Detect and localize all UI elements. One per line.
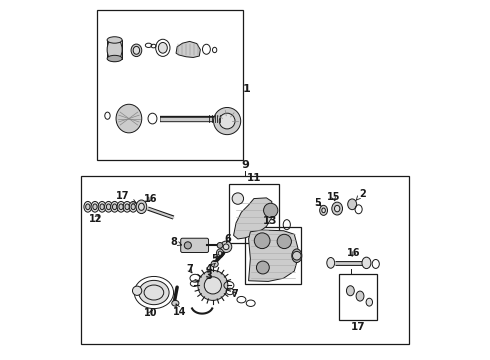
Circle shape	[217, 243, 223, 248]
Text: 5: 5	[211, 254, 218, 264]
Bar	[339, 274, 377, 320]
Ellipse shape	[116, 104, 142, 133]
Text: 9: 9	[241, 159, 249, 170]
Text: 2: 2	[356, 189, 366, 201]
Circle shape	[223, 244, 229, 249]
Bar	[229, 184, 279, 243]
Circle shape	[220, 241, 232, 252]
Ellipse shape	[125, 204, 129, 210]
Ellipse shape	[119, 204, 123, 210]
Ellipse shape	[322, 208, 325, 213]
Text: 15: 15	[327, 192, 341, 202]
Ellipse shape	[332, 202, 343, 215]
Polygon shape	[248, 230, 298, 282]
Polygon shape	[234, 198, 272, 239]
Ellipse shape	[86, 204, 90, 210]
Text: 16: 16	[347, 248, 360, 258]
Ellipse shape	[158, 42, 167, 53]
Ellipse shape	[319, 205, 327, 215]
Text: 8: 8	[171, 237, 182, 247]
Text: 17: 17	[116, 191, 136, 203]
Circle shape	[132, 286, 142, 296]
Ellipse shape	[93, 204, 97, 210]
Text: 6: 6	[225, 234, 232, 244]
FancyBboxPatch shape	[181, 238, 209, 252]
Text: 17: 17	[350, 322, 365, 332]
Text: 14: 14	[173, 304, 187, 317]
Text: 11: 11	[246, 173, 261, 183]
Ellipse shape	[91, 202, 99, 212]
Ellipse shape	[111, 202, 119, 212]
Ellipse shape	[292, 249, 302, 262]
Circle shape	[232, 193, 244, 204]
Bar	[97, 10, 243, 160]
Ellipse shape	[117, 202, 125, 212]
Circle shape	[214, 108, 241, 135]
Ellipse shape	[327, 257, 335, 268]
Circle shape	[184, 242, 192, 249]
Text: 16: 16	[144, 194, 157, 203]
Circle shape	[254, 233, 270, 249]
Text: 5: 5	[314, 198, 321, 207]
Text: 7: 7	[232, 289, 238, 299]
Ellipse shape	[131, 44, 142, 57]
Bar	[81, 176, 409, 343]
Circle shape	[293, 251, 301, 260]
Ellipse shape	[107, 55, 122, 62]
Ellipse shape	[98, 202, 106, 212]
Circle shape	[256, 261, 270, 274]
Ellipse shape	[139, 280, 169, 305]
Text: 4: 4	[206, 263, 216, 274]
Bar	[245, 227, 301, 284]
Ellipse shape	[107, 37, 122, 43]
Ellipse shape	[139, 203, 144, 210]
Text: 12: 12	[89, 213, 102, 224]
Circle shape	[198, 270, 228, 300]
Ellipse shape	[217, 249, 223, 257]
Ellipse shape	[104, 202, 113, 212]
Ellipse shape	[366, 298, 372, 306]
Ellipse shape	[133, 46, 140, 54]
Polygon shape	[176, 41, 200, 58]
Circle shape	[264, 203, 278, 217]
Text: 10: 10	[144, 308, 157, 318]
Ellipse shape	[346, 286, 354, 296]
Text: 13: 13	[263, 216, 277, 226]
Ellipse shape	[356, 291, 364, 301]
Text: 7: 7	[186, 264, 193, 274]
Text: 1: 1	[243, 84, 251, 94]
Ellipse shape	[362, 257, 371, 269]
Ellipse shape	[100, 204, 104, 210]
Bar	[107, 40, 122, 59]
Text: 3: 3	[205, 271, 212, 281]
Circle shape	[277, 234, 292, 249]
Ellipse shape	[131, 204, 135, 210]
Ellipse shape	[172, 300, 179, 306]
Ellipse shape	[211, 261, 218, 267]
Ellipse shape	[335, 205, 340, 212]
Ellipse shape	[218, 251, 222, 255]
Circle shape	[204, 277, 221, 294]
Circle shape	[220, 113, 235, 129]
Ellipse shape	[84, 202, 92, 212]
Ellipse shape	[348, 199, 357, 210]
Ellipse shape	[113, 204, 117, 210]
Ellipse shape	[106, 204, 111, 210]
Ellipse shape	[123, 202, 131, 212]
Ellipse shape	[129, 202, 137, 212]
Ellipse shape	[136, 200, 147, 213]
Ellipse shape	[107, 38, 122, 61]
